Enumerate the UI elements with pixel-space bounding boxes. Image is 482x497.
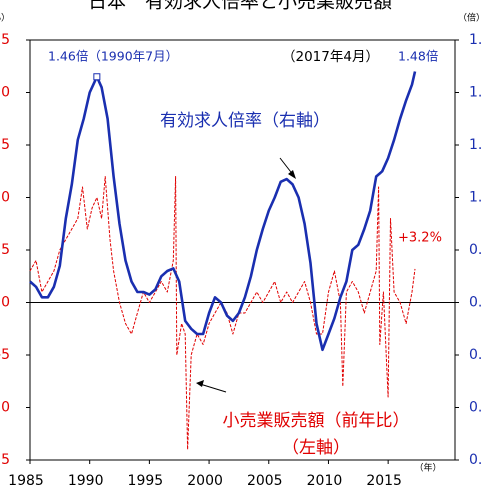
y2-tick-label: 1.4 xyxy=(469,85,482,101)
x-tick-label: 1990 xyxy=(68,473,104,489)
arrow xyxy=(199,383,227,393)
chart-title: 日本 有効求人倍率と小売業販売額 xyxy=(88,0,392,13)
peak-marker xyxy=(93,73,101,81)
y-tick-label: -10 xyxy=(0,400,10,416)
y2-tick-label: 0.2 xyxy=(469,400,482,416)
y2-tick-label: 0.4 xyxy=(469,347,482,363)
y2-tick-label: 1.2 xyxy=(469,137,482,153)
y2-tick-label: 1.6 xyxy=(469,32,482,48)
x-tick-label: 2005 xyxy=(247,473,283,489)
y-tick-label: 0 xyxy=(1,295,10,311)
arrow-head xyxy=(288,170,296,179)
x-tick-label: 1985 xyxy=(8,473,44,489)
annotation: 1.46倍（1990年7月） xyxy=(48,49,178,64)
x-tick-label: 2000 xyxy=(187,473,223,489)
y-tick-label: 5 xyxy=(1,242,10,258)
arrow-head xyxy=(196,380,204,387)
y2-tick-label: 0.8 xyxy=(469,242,482,258)
y2-tick-label: 0.6 xyxy=(469,295,482,311)
annotation: 有効求人倍率（右軸） xyxy=(160,111,330,131)
y-tick-label: 20 xyxy=(0,85,10,101)
x-tick-label: 1995 xyxy=(128,473,164,489)
annotation: （左軸） xyxy=(282,438,350,458)
y2-unit: （倍） xyxy=(458,12,482,24)
y-tick-label: -5 xyxy=(0,347,10,363)
x-tick-label: 2015 xyxy=(366,473,402,489)
retail-line xyxy=(29,176,416,450)
y2-tick-label: 0.0 xyxy=(469,452,482,468)
y-tick-label: 25 xyxy=(0,32,10,48)
x-unit: （年） xyxy=(414,462,441,474)
annotation: 1.48倍 xyxy=(398,49,438,64)
y-tick-label: 15 xyxy=(0,137,10,153)
annotation: 小売業販売額（前年比） xyxy=(223,411,410,431)
y2-tick-label: 1.0 xyxy=(469,190,482,206)
x-tick-label: 2010 xyxy=(307,473,343,489)
y-unit: （%） xyxy=(0,13,10,24)
annotation: +3.2% xyxy=(398,231,442,246)
y-tick-label: -15 xyxy=(0,452,10,468)
plot-frame xyxy=(29,39,456,461)
y-tick-label: 10 xyxy=(0,190,10,206)
annotation: （2017年4月） xyxy=(282,49,379,65)
